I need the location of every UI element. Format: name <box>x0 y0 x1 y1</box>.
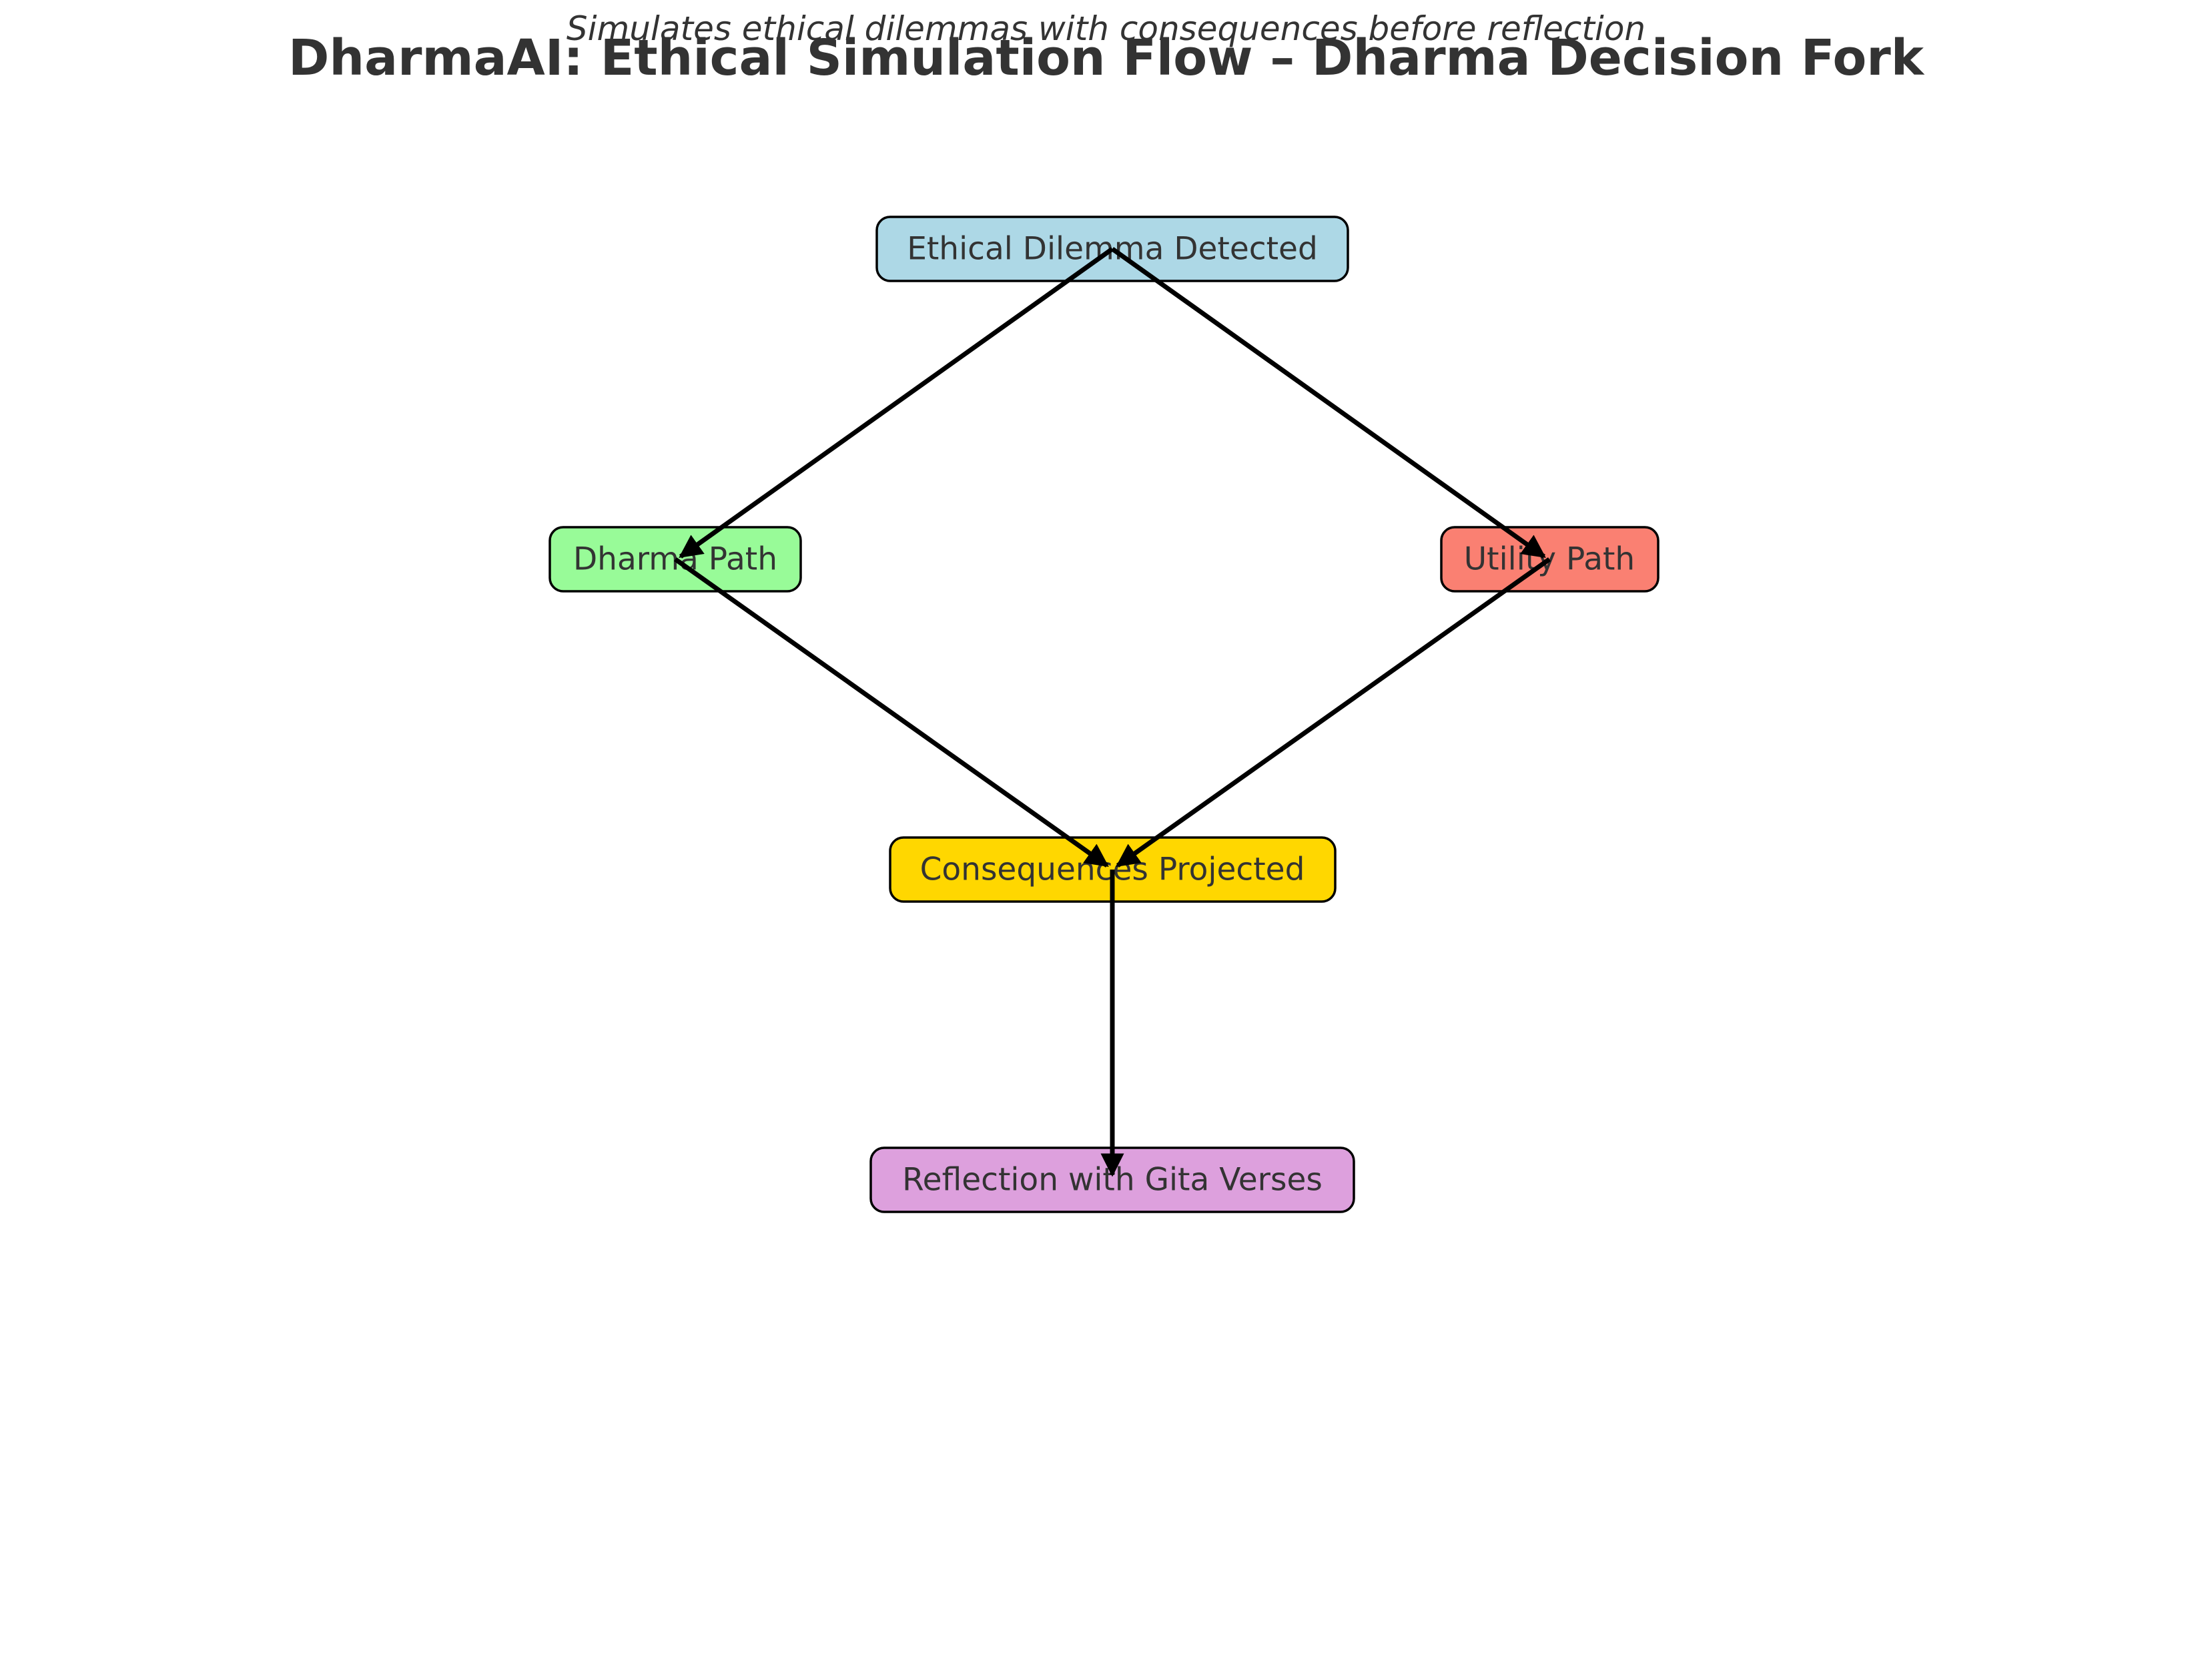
edge-dharma-to-consequences <box>673 557 1109 868</box>
edge-dilemma-to-utility <box>1110 247 1546 559</box>
edge-utility-to-consequences <box>1116 557 1551 868</box>
edge-dilemma-to-dharma <box>679 247 1114 559</box>
node-reflection-gita: Reflection with Gita Verses <box>869 1146 1355 1213</box>
node-utility-path-box <box>1440 526 1660 593</box>
diagram-title: DharmaAI: Ethical Simulation Flow – Dhar… <box>288 29 1924 87</box>
diagram-subtitle: Simulates ethical dilemmas with conseque… <box>566 9 1646 48</box>
node-utility-path: Utility Path <box>1440 526 1660 593</box>
